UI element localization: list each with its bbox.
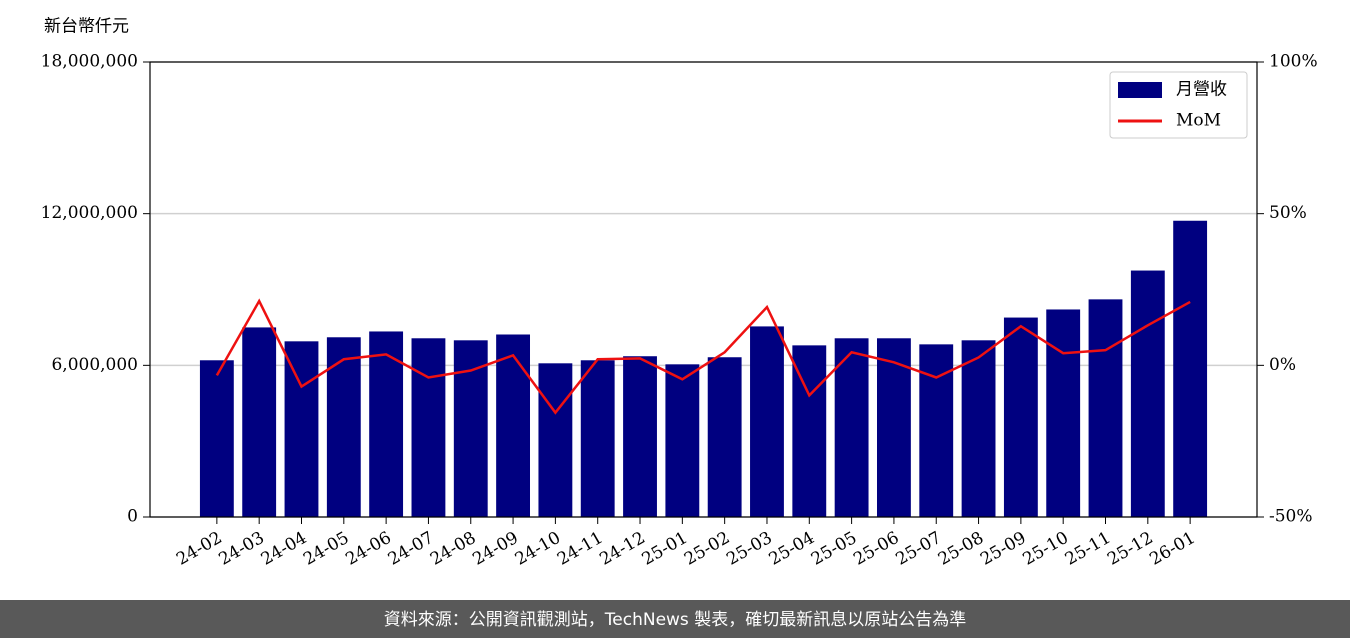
x-tick-label: 25-04 <box>766 528 818 570</box>
bar <box>199 360 234 517</box>
x-tick-label: 25-09 <box>977 528 1029 570</box>
bar <box>665 364 700 517</box>
bar <box>242 327 277 517</box>
x-tick-label: 25-03 <box>723 528 775 570</box>
plot-frame <box>149 61 1258 518</box>
legend-swatch <box>1118 82 1162 98</box>
x-tick-label: 24-03 <box>215 528 267 570</box>
x-tick-label: 25-06 <box>850 528 902 570</box>
bar <box>834 338 869 517</box>
footer-bar <box>0 600 1350 638</box>
legend-label: 月營收 <box>1176 80 1227 100</box>
bar <box>623 356 657 517</box>
y2-tick-label: 50% <box>1269 203 1307 223</box>
y-tick-label: 12,000,000 <box>41 203 138 223</box>
y2-tick-label: -50% <box>1269 507 1313 527</box>
y-axis-label: 新台幣仟元 <box>44 17 129 37</box>
x-tick-label: 24-05 <box>300 528 352 570</box>
x-tick-label: 25-12 <box>1104 528 1156 570</box>
x-tick-label: 24-12 <box>596 528 648 570</box>
x-tick-label: 25-11 <box>1062 528 1114 570</box>
bar <box>707 357 742 517</box>
bar <box>1130 270 1165 517</box>
bar <box>496 334 531 517</box>
x-tick-label: 24-06 <box>342 528 394 570</box>
legend-label: MoM <box>1176 111 1221 131</box>
bar <box>1046 309 1081 517</box>
y-tick-label: 6,000,000 <box>51 355 138 375</box>
bar <box>919 344 954 517</box>
x-tick-label: 24-10 <box>512 528 564 570</box>
x-tick-label: 25-02 <box>681 528 733 570</box>
x-tick-label: 24-04 <box>258 528 310 570</box>
bar <box>1003 317 1038 517</box>
bar <box>750 326 784 517</box>
y-tick-label: 18,000,000 <box>41 52 138 72</box>
x-tick-label: 25-07 <box>893 528 945 570</box>
bar <box>411 338 446 517</box>
line <box>215 298 1191 415</box>
x-tick-label: 24-02 <box>173 528 225 570</box>
y2-tick-label: 100% <box>1269 52 1318 72</box>
x-tick-label: 24-07 <box>385 528 437 570</box>
x-tick-label: 25-08 <box>935 528 987 570</box>
bar <box>284 341 319 517</box>
x-tick-label: 26-01 <box>1146 528 1198 570</box>
bar <box>326 337 361 517</box>
y-tick-label: 0 <box>127 507 138 527</box>
bar <box>876 338 911 517</box>
x-tick-label: 24-08 <box>427 528 479 570</box>
bar <box>1173 220 1208 517</box>
bar <box>538 363 573 517</box>
bar <box>369 331 404 517</box>
x-tick-label: 25-10 <box>1019 528 1071 570</box>
x-tick-label: 24-09 <box>469 528 521 570</box>
bar <box>961 340 996 517</box>
y2-tick-label: 0% <box>1269 355 1296 375</box>
x-tick-label: 24-11 <box>554 528 606 570</box>
bar <box>1088 299 1123 517</box>
x-tick-label: 25-01 <box>639 528 691 570</box>
footer-source: 資料來源：公開資訊觀測站，TechNews 製表，確切最新訊息以原站公告為準 <box>384 610 966 630</box>
x-tick-label: 25-05 <box>808 528 860 570</box>
bar <box>580 360 615 517</box>
